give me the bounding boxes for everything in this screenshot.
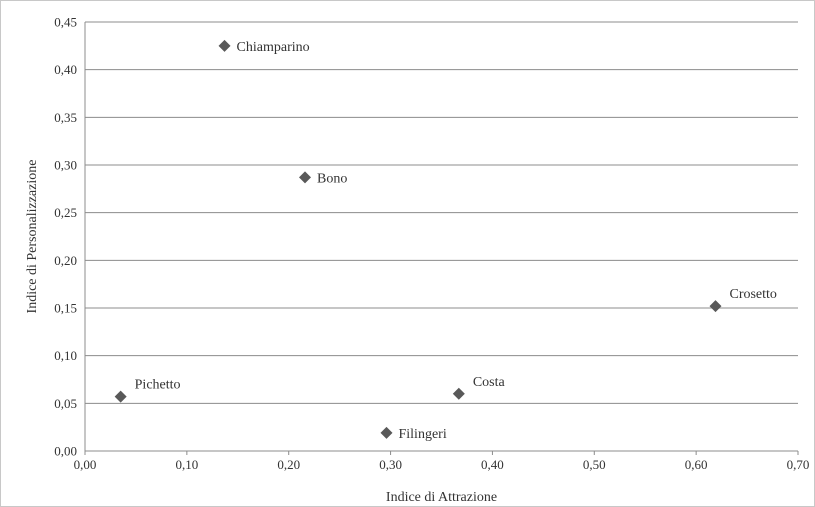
y-tick-label: 0,20 xyxy=(54,253,77,268)
y-tick-label: 0,10 xyxy=(54,348,77,363)
data-point-label: Crosetto xyxy=(729,287,776,302)
x-tick-label: 0,50 xyxy=(583,457,606,472)
data-point-label: Bono xyxy=(317,171,347,186)
data-point-marker xyxy=(299,171,312,184)
x-axis-title: Indice di Attrazione xyxy=(386,490,497,505)
y-tick-label: 0,35 xyxy=(54,110,77,125)
data-point-marker xyxy=(114,390,127,403)
x-tick-label: 0,30 xyxy=(379,457,402,472)
y-tick-label: 0,15 xyxy=(54,301,77,316)
x-tick-label: 0,60 xyxy=(685,457,708,472)
y-tick-label: 0,30 xyxy=(54,158,77,173)
y-tick-label: 0,45 xyxy=(54,15,77,30)
x-tick-label: 0,10 xyxy=(175,457,198,472)
y-tick-label: 0,00 xyxy=(54,444,77,459)
gridlines xyxy=(85,21,798,404)
data-point-marker xyxy=(452,387,465,400)
x-tick-label: 0,00 xyxy=(74,457,97,472)
data-point-label: Pichetto xyxy=(135,378,181,393)
x-tick-label: 0,20 xyxy=(277,457,300,472)
y-tick-label: 0,40 xyxy=(54,62,77,77)
x-tick-label: 0,40 xyxy=(481,457,504,472)
data-point-label: Costa xyxy=(473,375,506,390)
data-point-label: Filingeri xyxy=(398,427,446,442)
axes xyxy=(84,22,799,455)
tick-labels: 0,00 0,05 0,10 0,15 0,20 0,25 0,30 0,35 0,40 0,45… xyxy=(54,15,809,473)
data-point-marker xyxy=(218,39,231,52)
data-points: Chiamparino Bono Crosetto Pichetto Costa Fili… xyxy=(114,39,777,442)
data-point-marker xyxy=(709,300,722,313)
y-tick-label: 0,05 xyxy=(54,396,77,411)
y-axis-title: Indice di Personalizzazione xyxy=(25,160,40,314)
x-tick-label: 0,70 xyxy=(787,457,810,472)
data-point-marker xyxy=(380,426,393,439)
y-tick-label: 0,25 xyxy=(54,205,77,220)
data-point-label: Chiamparino xyxy=(237,40,310,55)
